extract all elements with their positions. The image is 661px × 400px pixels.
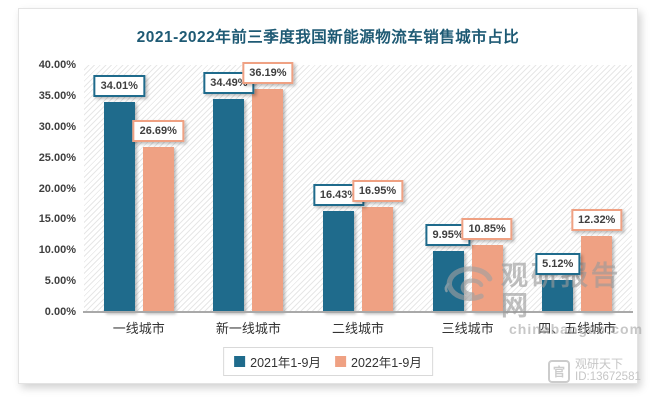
data-label: 10.85% [461,218,513,240]
seal-icon: 官 [548,359,570,383]
legend-swatch-2022 [335,356,346,367]
y-tick-label: 10.00% [38,244,76,257]
y-tick-label: 0.00% [44,306,76,318]
x-axis-category-label: 二线城市 [331,321,384,336]
data-label: 12.32% [571,208,623,231]
corner-watermark-name: 观研天下 [575,357,624,371]
bar-2022年1-9月-新一线城市 [252,88,284,312]
y-tick-label: 35.00% [38,89,76,102]
y-tick-label: 15.00% [38,213,76,226]
y-tick-label: 20.00% [38,182,76,195]
y-tick-label: 40.00% [38,59,76,71]
corner-watermark-text: 观研天下 ID:13672581 [575,358,641,384]
chart-card: 2021-2022年前三季度我国新能源物流车销售城市占比 40.00% 35.00… [18,8,642,384]
bar-2021年1-9月-二线城市 [323,210,354,312]
legend: 2021年1-9月 2022年1-9月 [223,347,433,376]
bar-2021年1-9月-三线城市 [432,250,464,312]
bar-2022年1-9月-二线城市 [362,207,393,312]
x-axis-category-label: 新一线城市 [215,321,281,336]
bar-2021年1-9月-一线城市 [103,101,135,312]
legend-label-2022: 2022年1-9月 [351,356,422,370]
y-tick-label: 25.00% [38,151,76,164]
data-label: 5.12% [535,253,581,276]
corner-watermark-id: ID:13672581 [575,371,641,383]
data-label: 16.95% [351,180,404,203]
x-axis-category-label: 三线城市 [441,321,494,336]
data-label: 26.69% [132,120,184,143]
legend-item-2022: 2022年1-9月 [335,352,422,371]
legend-swatch-2021 [234,356,246,367]
x-axis-category-label: 一线城市 [112,321,165,336]
x-axis-line [83,311,633,313]
bar-2021年1-9月-四、五线城市 [542,280,574,312]
data-label: 36.19% [242,61,294,84]
data-label: 34.49% [203,72,255,95]
y-tick-label: 30.00% [38,120,76,133]
legend-label-2021: 2021年1-9月 [250,356,321,370]
data-label: 34.01% [93,74,145,97]
bar-2022年1-9月-四、五线城市 [581,235,613,312]
legend-item-2021: 2021年1-9月 [234,352,321,371]
bar-2022年1-9月-三线城市 [471,245,503,312]
bar-2022年1-9月-一线城市 [142,147,174,312]
x-axis-category-label: 四、五线城市 [538,321,617,336]
bar-2021年1-9月-新一线城市 [213,99,245,312]
y-tick-label: 5.00% [44,275,76,288]
chart-title: 2021-2022年前三季度我国新能源物流车销售城市占比 [136,29,520,46]
corner-watermark: 官 观研天下 ID:13672581 [548,358,641,384]
data-label: 9.95% [425,223,471,246]
